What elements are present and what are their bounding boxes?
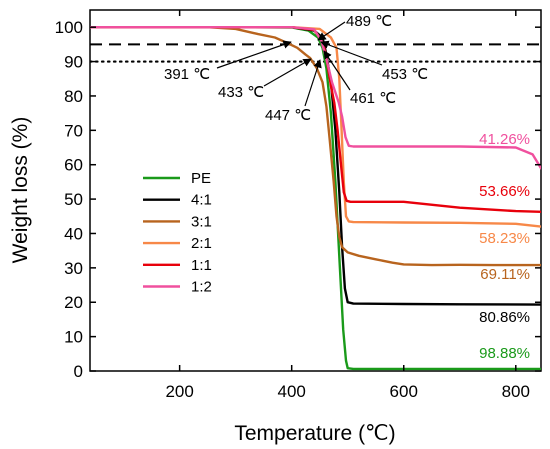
series-line-3-1 [90,26,541,267]
series-line-4-1 [90,26,541,306]
y-tick-label: 100 [55,18,83,37]
y-axis-title: Weight loss (%) [9,117,32,264]
series-line-1-1 [90,26,541,214]
annotation-label: 391 ℃ [164,66,210,83]
y-tick-label: 10 [64,328,83,347]
end-label-1-2: 41.26% [479,131,530,148]
legend-label-2-1: 2:1 [191,235,212,252]
annotation-arrow [320,40,383,66]
legend: PE 4:1 3:1 2:1 1:1 1:2 [143,170,212,296]
x-tick-label: 400 [278,382,306,401]
annotation-label: 453 ℃ [382,66,428,83]
legend-label-pe: PE [191,170,211,187]
x-tick-label: 200 [165,382,193,401]
annotation-arrow [304,59,322,107]
end-label-3-1: 69.11% [480,266,530,283]
annotation-arrow [323,50,351,91]
end-label-4-1: 80.86% [479,309,530,326]
series-line-2-1 [90,26,541,228]
y-axis: 0 10 20 30 40 50 60 70 80 90 100 [55,18,541,381]
x-tick-label: 800 [502,382,530,401]
y-tick-label: 70 [64,121,83,140]
y-tick-label: 0 [74,362,83,381]
y-tick-label: 60 [64,156,83,175]
y-tick-label: 50 [64,190,83,209]
end-label-2-1: 58.23% [479,230,530,247]
y-tick-label: 80 [64,87,83,106]
legend-label-1-1: 1:1 [191,257,212,274]
legend-label-4-1: 4:1 [191,192,212,209]
annotation-label: 489 ℃ [346,13,392,30]
legend-label-1-2: 1:2 [191,279,212,296]
x-axis: 200 400 600 800 [165,10,530,401]
annotation-arrow [317,21,346,41]
series-line-1-2 [90,26,541,170]
y-tick-label: 90 [64,53,83,72]
annotation-arrow [263,58,312,87]
legend-label-3-1: 3:1 [191,213,212,230]
end-label-pe: 98.88% [479,345,530,362]
series-lines [90,26,541,371]
end-labels: 98.88% 80.86% 69.11% 58.23% 53.66% 41.26% [479,131,530,362]
annotation-label: 461 ℃ [350,90,396,107]
end-label-1-1: 53.66% [479,183,530,200]
x-tick-label: 600 [390,382,418,401]
series-line-pe [90,26,541,371]
plot-frame [89,9,542,372]
annotation-label: 433 ℃ [218,84,264,101]
y-tick-label: 40 [64,224,83,243]
y-tick-label: 30 [64,259,83,278]
y-tick-label: 20 [64,293,83,312]
x-axis-title: Temperature (℃) [234,422,395,445]
annotation-arrow [216,40,292,69]
reference-lines [90,43,541,63]
annotation-label: 447 ℃ [265,107,311,124]
